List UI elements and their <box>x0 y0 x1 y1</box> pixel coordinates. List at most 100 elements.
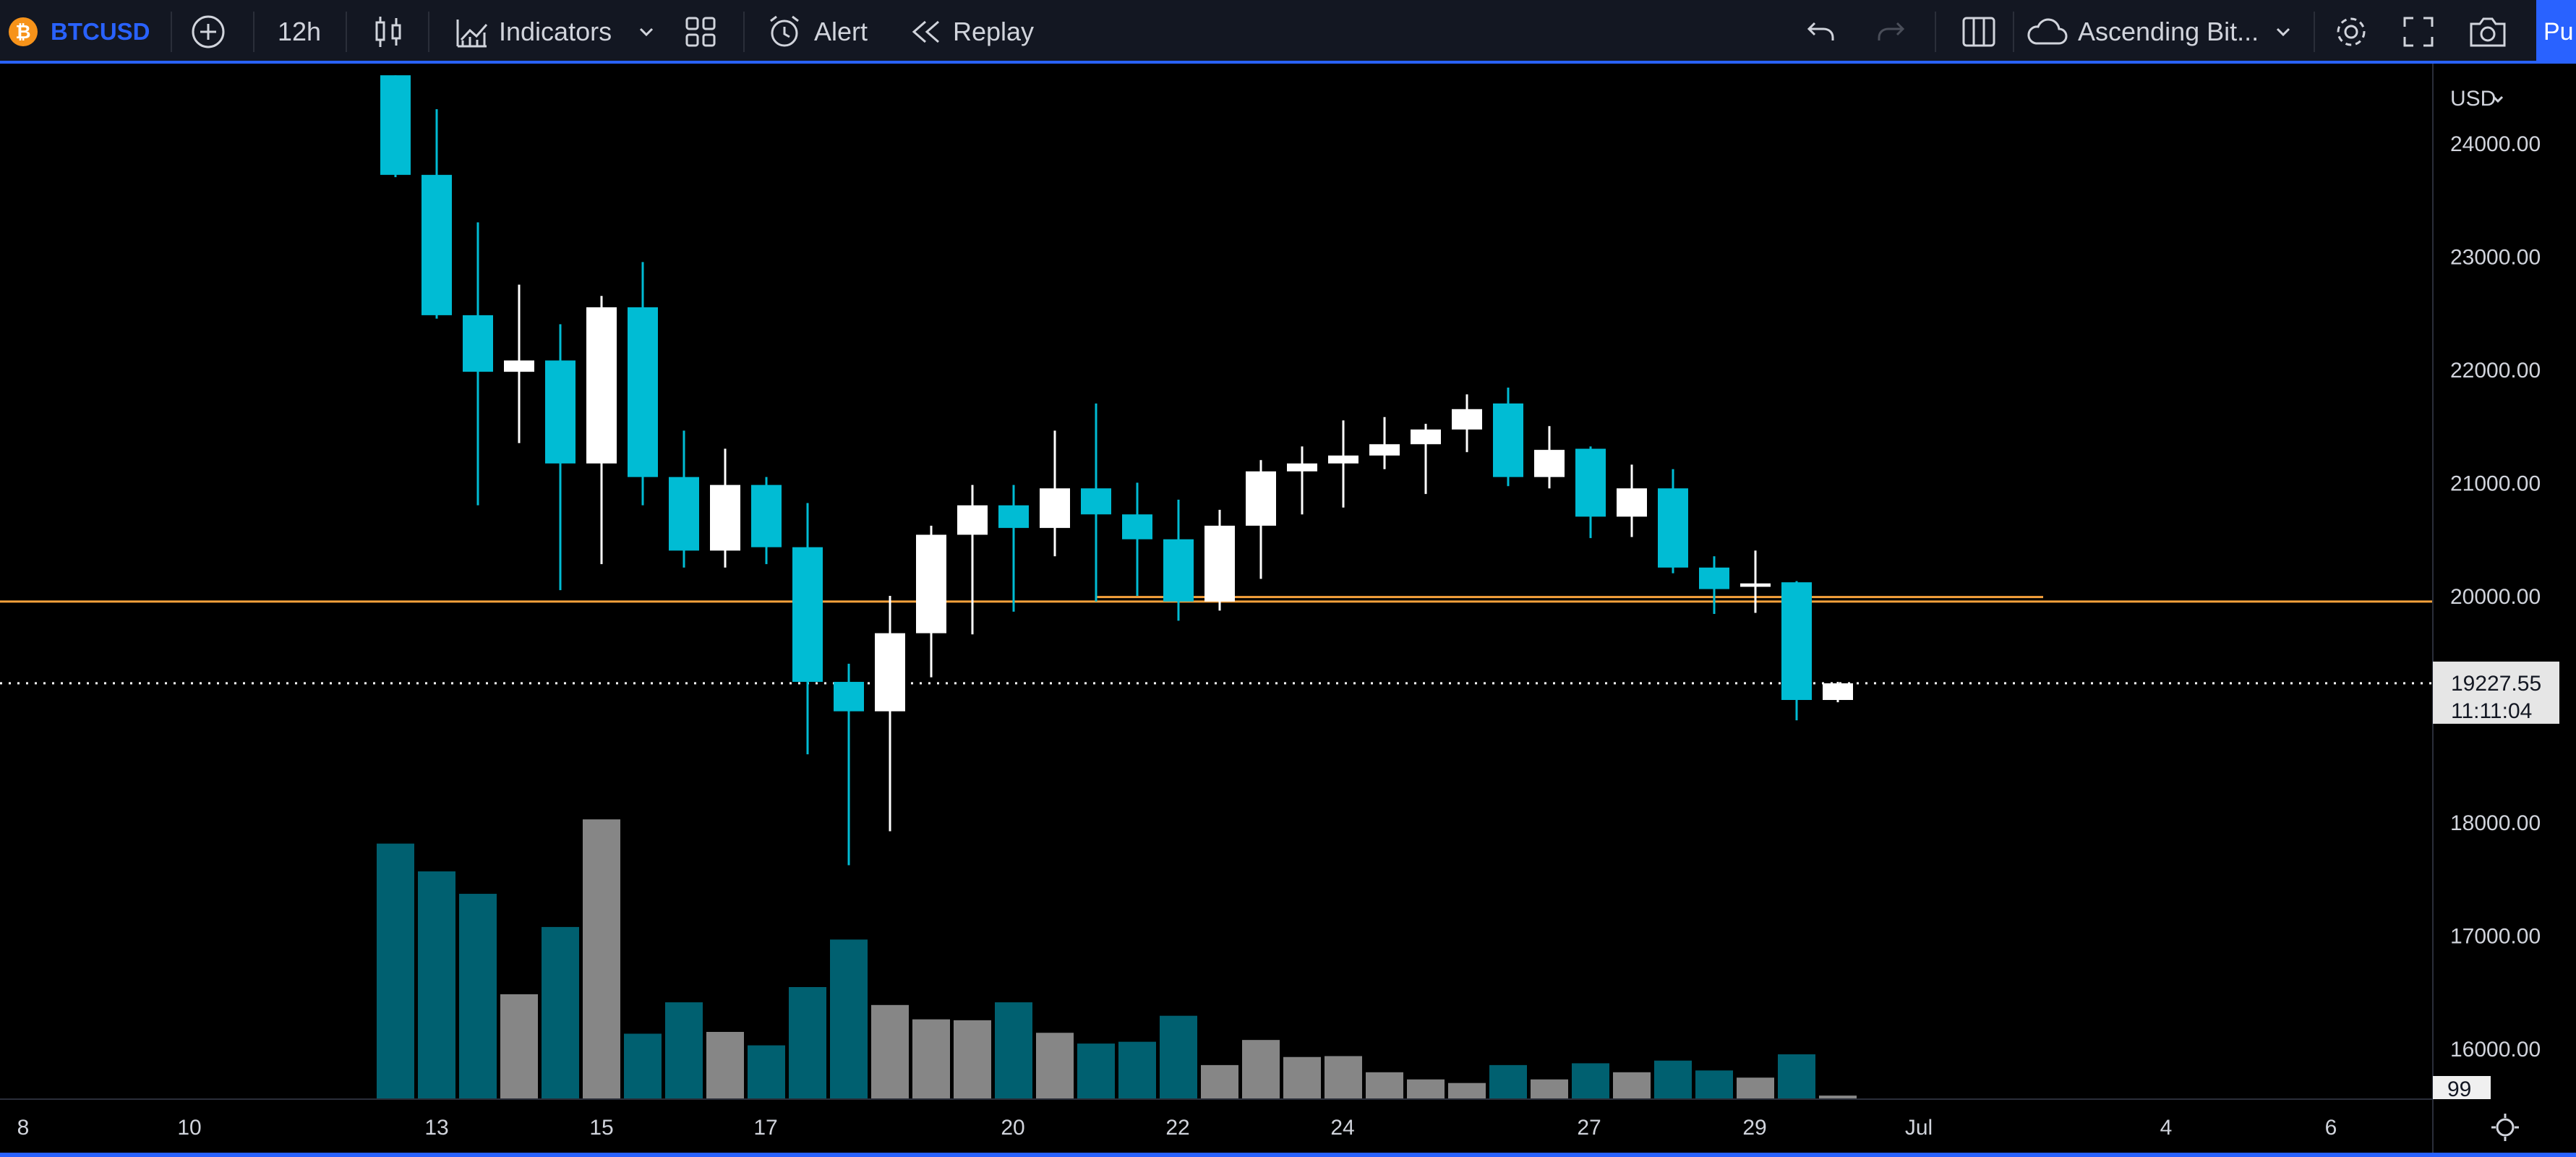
volume-bar <box>871 1004 909 1099</box>
price-chart[interactable]: USD 24000.00 23000.00 22000.00 21000.00 2000… <box>0 64 2576 1153</box>
candle-body <box>1493 403 1523 477</box>
indicators-icon <box>456 20 488 48</box>
redo-button[interactable] <box>1874 0 1907 64</box>
price-tick-label: 23000.00 <box>2450 246 2541 270</box>
chevron-down-icon <box>2492 95 2504 103</box>
layout-dropdown[interactable] <box>2275 0 2292 64</box>
candle-body <box>1411 429 1441 445</box>
layout-name: Ascending Bit... <box>2078 17 2259 46</box>
alert-label: Alert <box>814 17 868 46</box>
candle-body <box>998 505 1029 529</box>
candle-body <box>422 174 452 315</box>
price-tick-label: 20000.00 <box>2450 585 2541 609</box>
chevron-down-icon <box>2276 27 2290 37</box>
undo-icon <box>1807 22 1834 40</box>
auto-scale-button[interactable] <box>2491 1114 2519 1141</box>
volume-bar <box>748 1045 785 1099</box>
fullscreen-icon <box>2403 17 2434 47</box>
volume-bar <box>1531 1079 1568 1099</box>
save-layout-button[interactable]: Ascending Bit... <box>2024 0 2259 64</box>
interval-label: 12h <box>278 17 322 46</box>
time-tick-label: 15 <box>589 1116 613 1140</box>
volume-bar <box>789 987 826 1099</box>
volume-bar <box>1325 1056 1362 1099</box>
candle-body <box>1534 450 1565 477</box>
alarm-clock-icon <box>770 15 799 47</box>
volume-bar <box>1201 1064 1238 1099</box>
volume-bar <box>954 1020 991 1099</box>
time-tick-label: Jul <box>1905 1116 1933 1140</box>
volume-bar <box>1160 1015 1197 1099</box>
volume-bar <box>459 894 497 1099</box>
currency-label: USD <box>2450 87 2496 111</box>
time-tick-label: 17 <box>753 1116 777 1140</box>
candle-body <box>1781 582 1812 700</box>
candle-body <box>628 307 658 477</box>
candle-body <box>1246 471 1276 526</box>
time-tick-label: 27 <box>1577 1116 1601 1140</box>
volume-bar <box>995 1002 1032 1099</box>
time-tick-label: 13 <box>424 1116 448 1140</box>
compare-button[interactable] <box>189 0 227 64</box>
settings-button[interactable] <box>2332 0 2370 64</box>
symbol-search[interactable]: ₿ BTCUSD <box>9 0 150 64</box>
candle-body <box>1452 409 1482 430</box>
volume-bar <box>1077 1043 1115 1099</box>
snapshot-button[interactable] <box>2468 0 2507 64</box>
replay-button[interactable]: Replay <box>910 0 1034 64</box>
volume-bar <box>1613 1072 1651 1099</box>
fullscreen-button[interactable] <box>2402 0 2435 64</box>
volume-bar <box>706 1032 744 1099</box>
candle-body <box>1658 488 1688 568</box>
time-tick-label: 10 <box>177 1116 201 1140</box>
bar-countdown: 11:11:04 <box>2451 699 2532 723</box>
camera-icon <box>2470 17 2506 47</box>
price-tick-label: 22000.00 <box>2450 359 2541 383</box>
redo-icon <box>1878 22 1905 40</box>
volume-bar <box>1737 1077 1774 1099</box>
indicators-dropdown[interactable] <box>638 0 655 64</box>
price-tick-label: 21000.00 <box>2450 472 2541 496</box>
time-tick-label: 8 <box>17 1116 30 1140</box>
volume-bar <box>912 1019 950 1099</box>
grid-icon <box>685 17 716 47</box>
separator <box>1935 12 1936 52</box>
candle-body <box>1823 683 1853 700</box>
alert-button[interactable]: Alert <box>766 0 868 64</box>
time-tick-label: 4 <box>2160 1116 2173 1140</box>
candle-body <box>586 307 617 464</box>
price-tick-label: 18000.00 <box>2450 811 2541 835</box>
volume-bar <box>1489 1064 1527 1099</box>
price-axis[interactable]: 24000.00 23000.00 22000.00 21000.00 20000.00… <box>2450 132 2541 1062</box>
layout-button[interactable] <box>1961 0 1997 64</box>
candle-body <box>792 547 823 682</box>
volume-bar <box>1654 1060 1692 1099</box>
currency-selector[interactable]: USD <box>2450 87 2504 111</box>
separator <box>253 12 254 52</box>
chart-type-button[interactable] <box>372 0 404 64</box>
publish-button[interactable]: Pu <box>2536 0 2576 64</box>
candles-series <box>380 75 1853 866</box>
candle-body <box>1699 567 1729 589</box>
templates-button[interactable] <box>684 0 717 64</box>
volume-bar <box>1778 1054 1815 1099</box>
time-tick-label: 29 <box>1742 1116 1766 1140</box>
candle-body <box>1617 488 1647 517</box>
volume-pane <box>377 819 1857 1099</box>
gear-icon <box>2337 17 2366 46</box>
time-axis[interactable]: 8 10 13 15 17 20 22 24 27 29 Jul 4 6 <box>17 1116 2337 1140</box>
time-tick-label: 20 <box>1001 1116 1024 1140</box>
indicators-button[interactable]: Indicators <box>454 0 612 64</box>
price-tick-label: 24000.00 <box>2450 132 2541 156</box>
time-tick-label: 22 <box>1165 1116 1189 1140</box>
gear-icon <box>2496 1118 2515 1137</box>
price-tick-label: 17000.00 <box>2450 925 2541 949</box>
volume-bar <box>1448 1083 1486 1099</box>
volume-bar <box>1407 1079 1445 1099</box>
add-symbol-icon <box>192 15 225 48</box>
candles-icon <box>375 17 401 47</box>
candle-body <box>380 75 411 175</box>
undo-button[interactable] <box>1805 0 1838 64</box>
volume-bar <box>542 926 579 1099</box>
interval-selector[interactable]: 12h <box>278 0 321 64</box>
